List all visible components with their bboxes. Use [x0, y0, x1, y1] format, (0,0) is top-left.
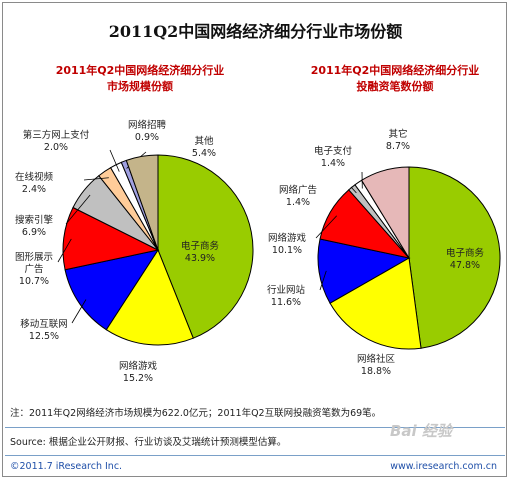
slice-label-0-5: 在线视频 2.4% — [15, 171, 54, 195]
footnote: 注：2011年Q2网络经济市场规模为622.0亿元；2011年Q2互联网投融资笔… — [10, 408, 382, 419]
pie-slice-1-2 — [317, 238, 411, 304]
slice-label-1-2: 行业网站 11.6% — [267, 284, 306, 308]
slice-label-1-0: 电子商务 47.8% — [446, 247, 485, 271]
divider-top — [5, 427, 505, 428]
slice-label-0-4: 搜索引擎 6.9% — [15, 214, 54, 238]
copyright-text: ©2011.7 iResearch Inc. — [10, 461, 123, 472]
slice-label-0-7: 网络招聘 0.9% — [128, 119, 167, 143]
slice-label-1-1: 网络社区 18.8% — [357, 353, 396, 377]
divider-bottom — [5, 455, 505, 456]
leader-line-0-2 — [71, 299, 87, 324]
right-chart-title-line1: 2011年Q2中国网络经济细分行业 — [310, 64, 480, 77]
pie-slice-0-2 — [64, 249, 160, 331]
slice-label-0-2: 移动互联网 12.5% — [20, 318, 68, 342]
leader-line-1-3 — [315, 215, 338, 239]
slice-label-1-3: 网络游戏 10.1% — [268, 232, 307, 256]
leader-line-1-4 — [350, 186, 357, 194]
slice-label-0-0: 电子商务 43.9% — [181, 240, 220, 264]
slice-label-0-6: 第三方网上支付 2.0% — [23, 129, 90, 153]
source-note: Source: 根据企业公开财报、行业访谈及艾瑞统计预测模型估算。 — [10, 437, 287, 448]
left-chart-title-line2: 市场规模份额 — [107, 80, 173, 93]
pie-slice-1-0 — [408, 166, 501, 349]
slice-label-0-3: 图形展示广告 10.7% — [15, 251, 53, 287]
website-link[interactable]: www.iresearch.com.cn — [390, 461, 497, 472]
slice-label-1-5: 电子支付 1.4% — [314, 145, 353, 169]
leader-line-0-5 — [83, 177, 109, 181]
watermark-logo: Bai 经验 — [390, 422, 452, 440]
right-chart-title: 2011年Q2中国网络经济细分行业 投融资笔数份额 — [290, 63, 500, 95]
left-chart-title: 2011年Q2中国网络经济细分行业 市场规模份额 — [40, 63, 240, 95]
leader-line-0-4 — [65, 194, 91, 225]
investment-count-pie: 电子商务 47.8% 网络社区 18.8% 行业网站 11.6% 网络游戏 10.1% 网络广告… — [267, 128, 501, 377]
leader-line-0-6 — [109, 149, 120, 172]
leader-line-0-3 — [57, 238, 72, 263]
right-chart-title-line2: 投融资笔数份额 — [356, 80, 434, 93]
pie-slice-0-0 — [157, 154, 254, 339]
left-chart-title-line1: 2011年Q2中国网络经济细分行业 — [55, 64, 225, 77]
slice-label-0-8: 其他 5.4% — [192, 135, 216, 159]
pie-slice-1-6 — [360, 166, 410, 260]
leader-line-1-2 — [319, 270, 327, 291]
slice-label-1-4: 网络广告 1.4% — [279, 184, 317, 208]
pie-slice-0-8 — [125, 154, 159, 251]
pie-slice-1-1 — [329, 257, 422, 350]
slice-label-1-6: 其它 8.7% — [386, 128, 410, 152]
market-scale-pie: 电子商务 43.9% 网络游戏 15.2% 移动互联网 12.5% 图形展示广告 10.7% 搜… — [15, 119, 254, 384]
slice-label-0-1: 网络游戏 15.2% — [119, 360, 158, 384]
main-title: 2011Q2中国网络经济细分行业市场份额 — [108, 22, 403, 41]
pie-slice-0-1 — [105, 248, 194, 346]
